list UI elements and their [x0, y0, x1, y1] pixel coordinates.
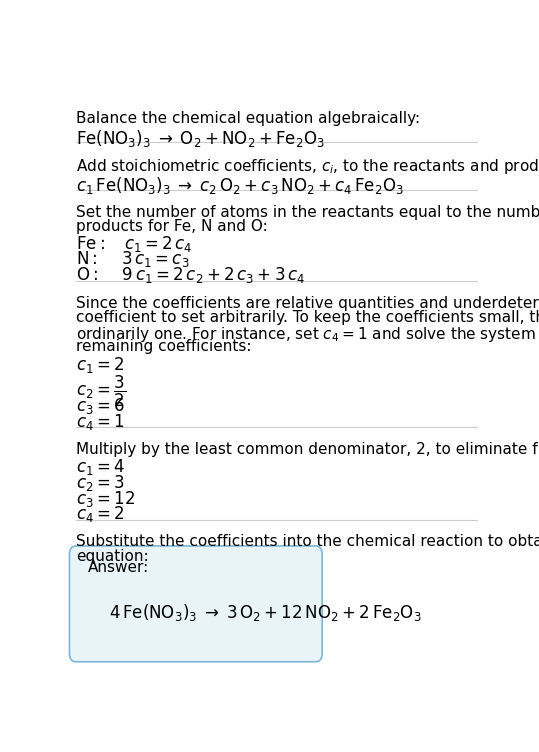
Text: $\mathrm{O:}\quad\; 9\,c_1 = 2\,c_2 + 2\,c_3 + 3\,c_4$: $\mathrm{O:}\quad\; 9\,c_1 = 2\,c_2 + 2\…	[75, 265, 305, 285]
Text: $c_1\,\mathrm{Fe(NO_3)_3} \;\rightarrow\; c_2\,\mathrm{O_2} + c_3\,\mathrm{NO_2}: $c_1\,\mathrm{Fe(NO_3)_3} \;\rightarrow\…	[75, 175, 404, 196]
Text: $c_2 = \dfrac{3}{2}$: $c_2 = \dfrac{3}{2}$	[75, 374, 126, 409]
Text: $c_4 = 2$: $c_4 = 2$	[75, 505, 124, 524]
Text: Substitute the coefficients into the chemical reaction to obtain the balanced: Substitute the coefficients into the che…	[75, 535, 539, 550]
Text: Answer:: Answer:	[88, 560, 149, 575]
Text: $c_3 = 6$: $c_3 = 6$	[75, 396, 125, 416]
Text: coefficient to set arbitrarily. To keep the coefficients small, the arbitrary va: coefficient to set arbitrarily. To keep …	[75, 311, 539, 326]
Text: Since the coefficients are relative quantities and underdetermined, choose a: Since the coefficients are relative quan…	[75, 296, 539, 311]
Text: $\mathrm{Fe:}\quad c_1 = 2\,c_4$: $\mathrm{Fe:}\quad c_1 = 2\,c_4$	[75, 234, 192, 254]
Text: $\mathrm{N:}\quad\; 3\,c_1 = c_3$: $\mathrm{N:}\quad\; 3\,c_1 = c_3$	[75, 250, 189, 269]
Text: remaining coefficients:: remaining coefficients:	[75, 339, 251, 354]
Text: Set the number of atoms in the reactants equal to the number of atoms in the: Set the number of atoms in the reactants…	[75, 205, 539, 220]
Text: products for Fe, N and O:: products for Fe, N and O:	[75, 220, 267, 235]
Text: Add stoichiometric coefficients, $c_i$, to the reactants and products:: Add stoichiometric coefficients, $c_i$, …	[75, 157, 539, 176]
Text: Multiply by the least common denominator, 2, to eliminate fractional coefficient: Multiply by the least common denominator…	[75, 441, 539, 456]
Text: $c_3 = 12$: $c_3 = 12$	[75, 489, 135, 508]
Text: ordinarily one. For instance, set $c_4 = 1$ and solve the system of equations fo: ordinarily one. For instance, set $c_4 =…	[75, 325, 539, 344]
Text: equation:: equation:	[75, 549, 148, 564]
Text: $\mathrm{Fe(NO_3)_3} \;\rightarrow\; \mathrm{O_2 + NO_2 + Fe_2O_3}$: $\mathrm{Fe(NO_3)_3} \;\rightarrow\; \ma…	[75, 128, 325, 149]
FancyBboxPatch shape	[70, 546, 322, 662]
Text: $c_4 = 1$: $c_4 = 1$	[75, 411, 125, 432]
Text: Balance the chemical equation algebraically:: Balance the chemical equation algebraica…	[75, 111, 420, 126]
Text: $c_1 = 4$: $c_1 = 4$	[75, 457, 125, 478]
Text: $c_2 = 3$: $c_2 = 3$	[75, 473, 125, 493]
Text: $c_1 = 2$: $c_1 = 2$	[75, 355, 124, 374]
Text: $4\,\mathrm{Fe(NO_3)_3} \;\rightarrow\; 3\,\mathrm{O_2} + 12\,\mathrm{NO_2} + 2\: $4\,\mathrm{Fe(NO_3)_3} \;\rightarrow\; …	[109, 602, 422, 623]
